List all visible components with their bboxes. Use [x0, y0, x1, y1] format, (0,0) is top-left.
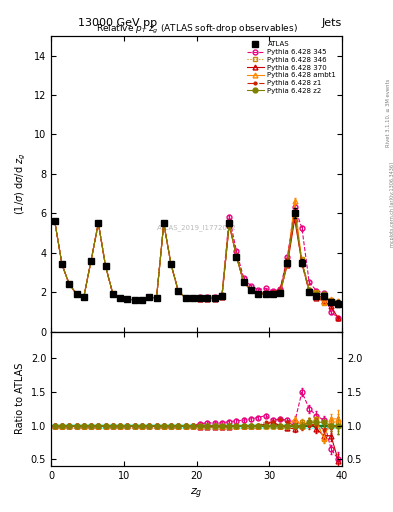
Legend: ATLAS, Pythia 6.428 345, Pythia 6.428 346, Pythia 6.428 370, Pythia 6.428 ambt1,: ATLAS, Pythia 6.428 345, Pythia 6.428 34… [244, 39, 338, 96]
Text: 13000 GeV pp: 13000 GeV pp [78, 18, 158, 28]
X-axis label: $z_g$: $z_g$ [190, 486, 203, 501]
Text: Rivet 3.1.10, ≥ 3M events: Rivet 3.1.10, ≥ 3M events [386, 78, 391, 147]
Text: mcplots.cern.ch [arXiv:1306.3436]: mcplots.cern.ch [arXiv:1306.3436] [390, 162, 393, 247]
Y-axis label: Ratio to ATLAS: Ratio to ATLAS [15, 363, 25, 434]
Y-axis label: (1/$\sigma$) d$\sigma$/d $z_g$: (1/$\sigma$) d$\sigma$/d $z_g$ [14, 153, 28, 215]
Text: Jets: Jets [321, 18, 342, 28]
Text: ATLAS_2019_I1772062: ATLAS_2019_I1772062 [157, 225, 236, 231]
Bar [51, 423, 342, 428]
Title: Relative $p_T$ $z_g$ (ATLAS soft-drop observables): Relative $p_T$ $z_g$ (ATLAS soft-drop ob… [95, 23, 298, 36]
